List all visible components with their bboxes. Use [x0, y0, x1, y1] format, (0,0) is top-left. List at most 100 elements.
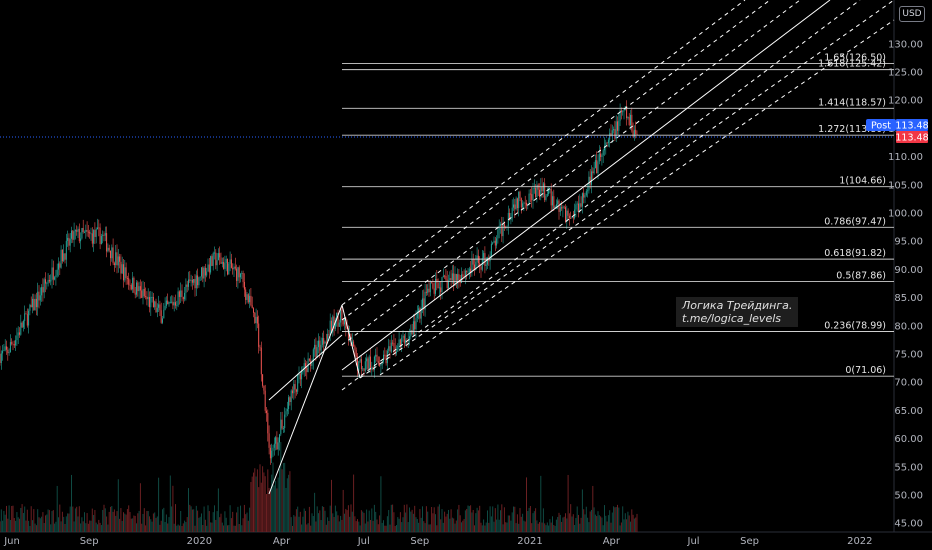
candle-body [54, 277, 56, 280]
candle-body [617, 121, 618, 131]
volume-bar [383, 520, 384, 532]
candle-body [211, 256, 213, 266]
volume-bar [461, 522, 462, 532]
volume-bar [232, 511, 234, 532]
volume-bar [137, 513, 139, 532]
volume-bar [345, 508, 347, 532]
volume-bar [255, 476, 257, 532]
volume-bar [394, 525, 396, 532]
candle-body [544, 183, 546, 200]
volume-bar [320, 520, 322, 532]
candle-body [52, 267, 54, 280]
time-tick-label: Apr [273, 536, 291, 547]
candle-body [188, 279, 189, 287]
volume-bar [340, 515, 342, 532]
volume-bar [87, 523, 89, 532]
candle-body [51, 267, 53, 281]
volume-bar [202, 525, 204, 532]
candle-body [633, 129, 635, 137]
volume-bar [419, 509, 421, 532]
volume-bar [591, 509, 592, 532]
candle-body [193, 279, 195, 283]
volume-bar [211, 522, 213, 532]
volume-bar [143, 508, 145, 532]
volume-bar [203, 506, 205, 532]
candle-body [301, 371, 303, 380]
candle-body [151, 296, 153, 298]
volume-bar [454, 523, 456, 532]
volume-bar [58, 517, 59, 532]
candle-body [355, 349, 357, 357]
candle-body [446, 279, 448, 289]
candle-body [485, 264, 487, 266]
candle-body [419, 308, 421, 319]
volume-bar [133, 515, 135, 532]
candle-body [303, 363, 305, 372]
volume-bar [613, 506, 615, 532]
candle-body [15, 340, 17, 346]
candle-body [100, 235, 102, 245]
volume-bar [22, 512, 24, 532]
fib-level-label: 1.272(113.80) [818, 124, 886, 135]
volume-bar [600, 516, 602, 532]
volume-bar [553, 524, 555, 532]
candle-body [190, 279, 192, 281]
candle-body [362, 368, 364, 370]
candle-body [585, 191, 587, 196]
volume-bar [435, 514, 436, 532]
price-axis[interactable]: 130.00125.00120.00115.00110.00105.00100.… [888, 39, 923, 529]
volume-bar [630, 521, 631, 532]
candle-body [194, 279, 196, 289]
volume-bar [4, 514, 6, 532]
volume-bar [117, 479, 119, 532]
candle-body [289, 397, 291, 403]
volume-bar [457, 509, 459, 532]
volume-bar [610, 522, 612, 532]
volume-bar [54, 523, 56, 532]
candle-body [541, 186, 543, 192]
volume-bar [162, 509, 163, 532]
candle-body [61, 249, 63, 262]
candle-body [420, 307, 422, 319]
candle-body [17, 332, 19, 336]
candle-body [494, 240, 496, 246]
candle-body [80, 238, 82, 242]
volume-bar [233, 525, 235, 532]
volume-bar [178, 525, 180, 532]
volume-bar [412, 513, 414, 532]
candle-body [492, 242, 494, 244]
volume-bar [333, 516, 335, 532]
candle-body [180, 290, 182, 297]
volume-bar [328, 520, 330, 532]
volume-bar [540, 475, 542, 532]
volume-bar [480, 522, 482, 532]
fib-level-label: 1.414(118.57) [818, 97, 886, 108]
candle-body [175, 302, 176, 306]
candle-body [358, 361, 360, 371]
candle-body [425, 291, 427, 293]
volume-bar [502, 524, 504, 532]
volume-bar [526, 477, 527, 532]
volume-bar [493, 521, 495, 532]
candle-body [442, 275, 444, 278]
candle-body [337, 312, 339, 327]
volume-bar [181, 525, 183, 532]
candle-body [197, 275, 199, 286]
volume-bar [632, 514, 634, 532]
currency-label[interactable]: USD [899, 6, 925, 22]
time-axis[interactable]: Jun Sep 2020 Apr Jul Sep 2021 Apr Jul Sep 2022 [3, 536, 872, 547]
volume-bar [332, 513, 334, 532]
volume-bar [177, 524, 179, 532]
candle-body [615, 121, 617, 139]
candle-body [316, 347, 318, 358]
volume-bar [6, 505, 7, 532]
candle-body [292, 390, 293, 394]
candle-body [354, 346, 356, 350]
volume-bar [462, 520, 464, 532]
volume-bar [406, 504, 408, 532]
volume-bar [376, 519, 378, 532]
volume-bar [126, 509, 128, 532]
volume-bar [563, 516, 565, 532]
volume-bar [228, 525, 230, 532]
